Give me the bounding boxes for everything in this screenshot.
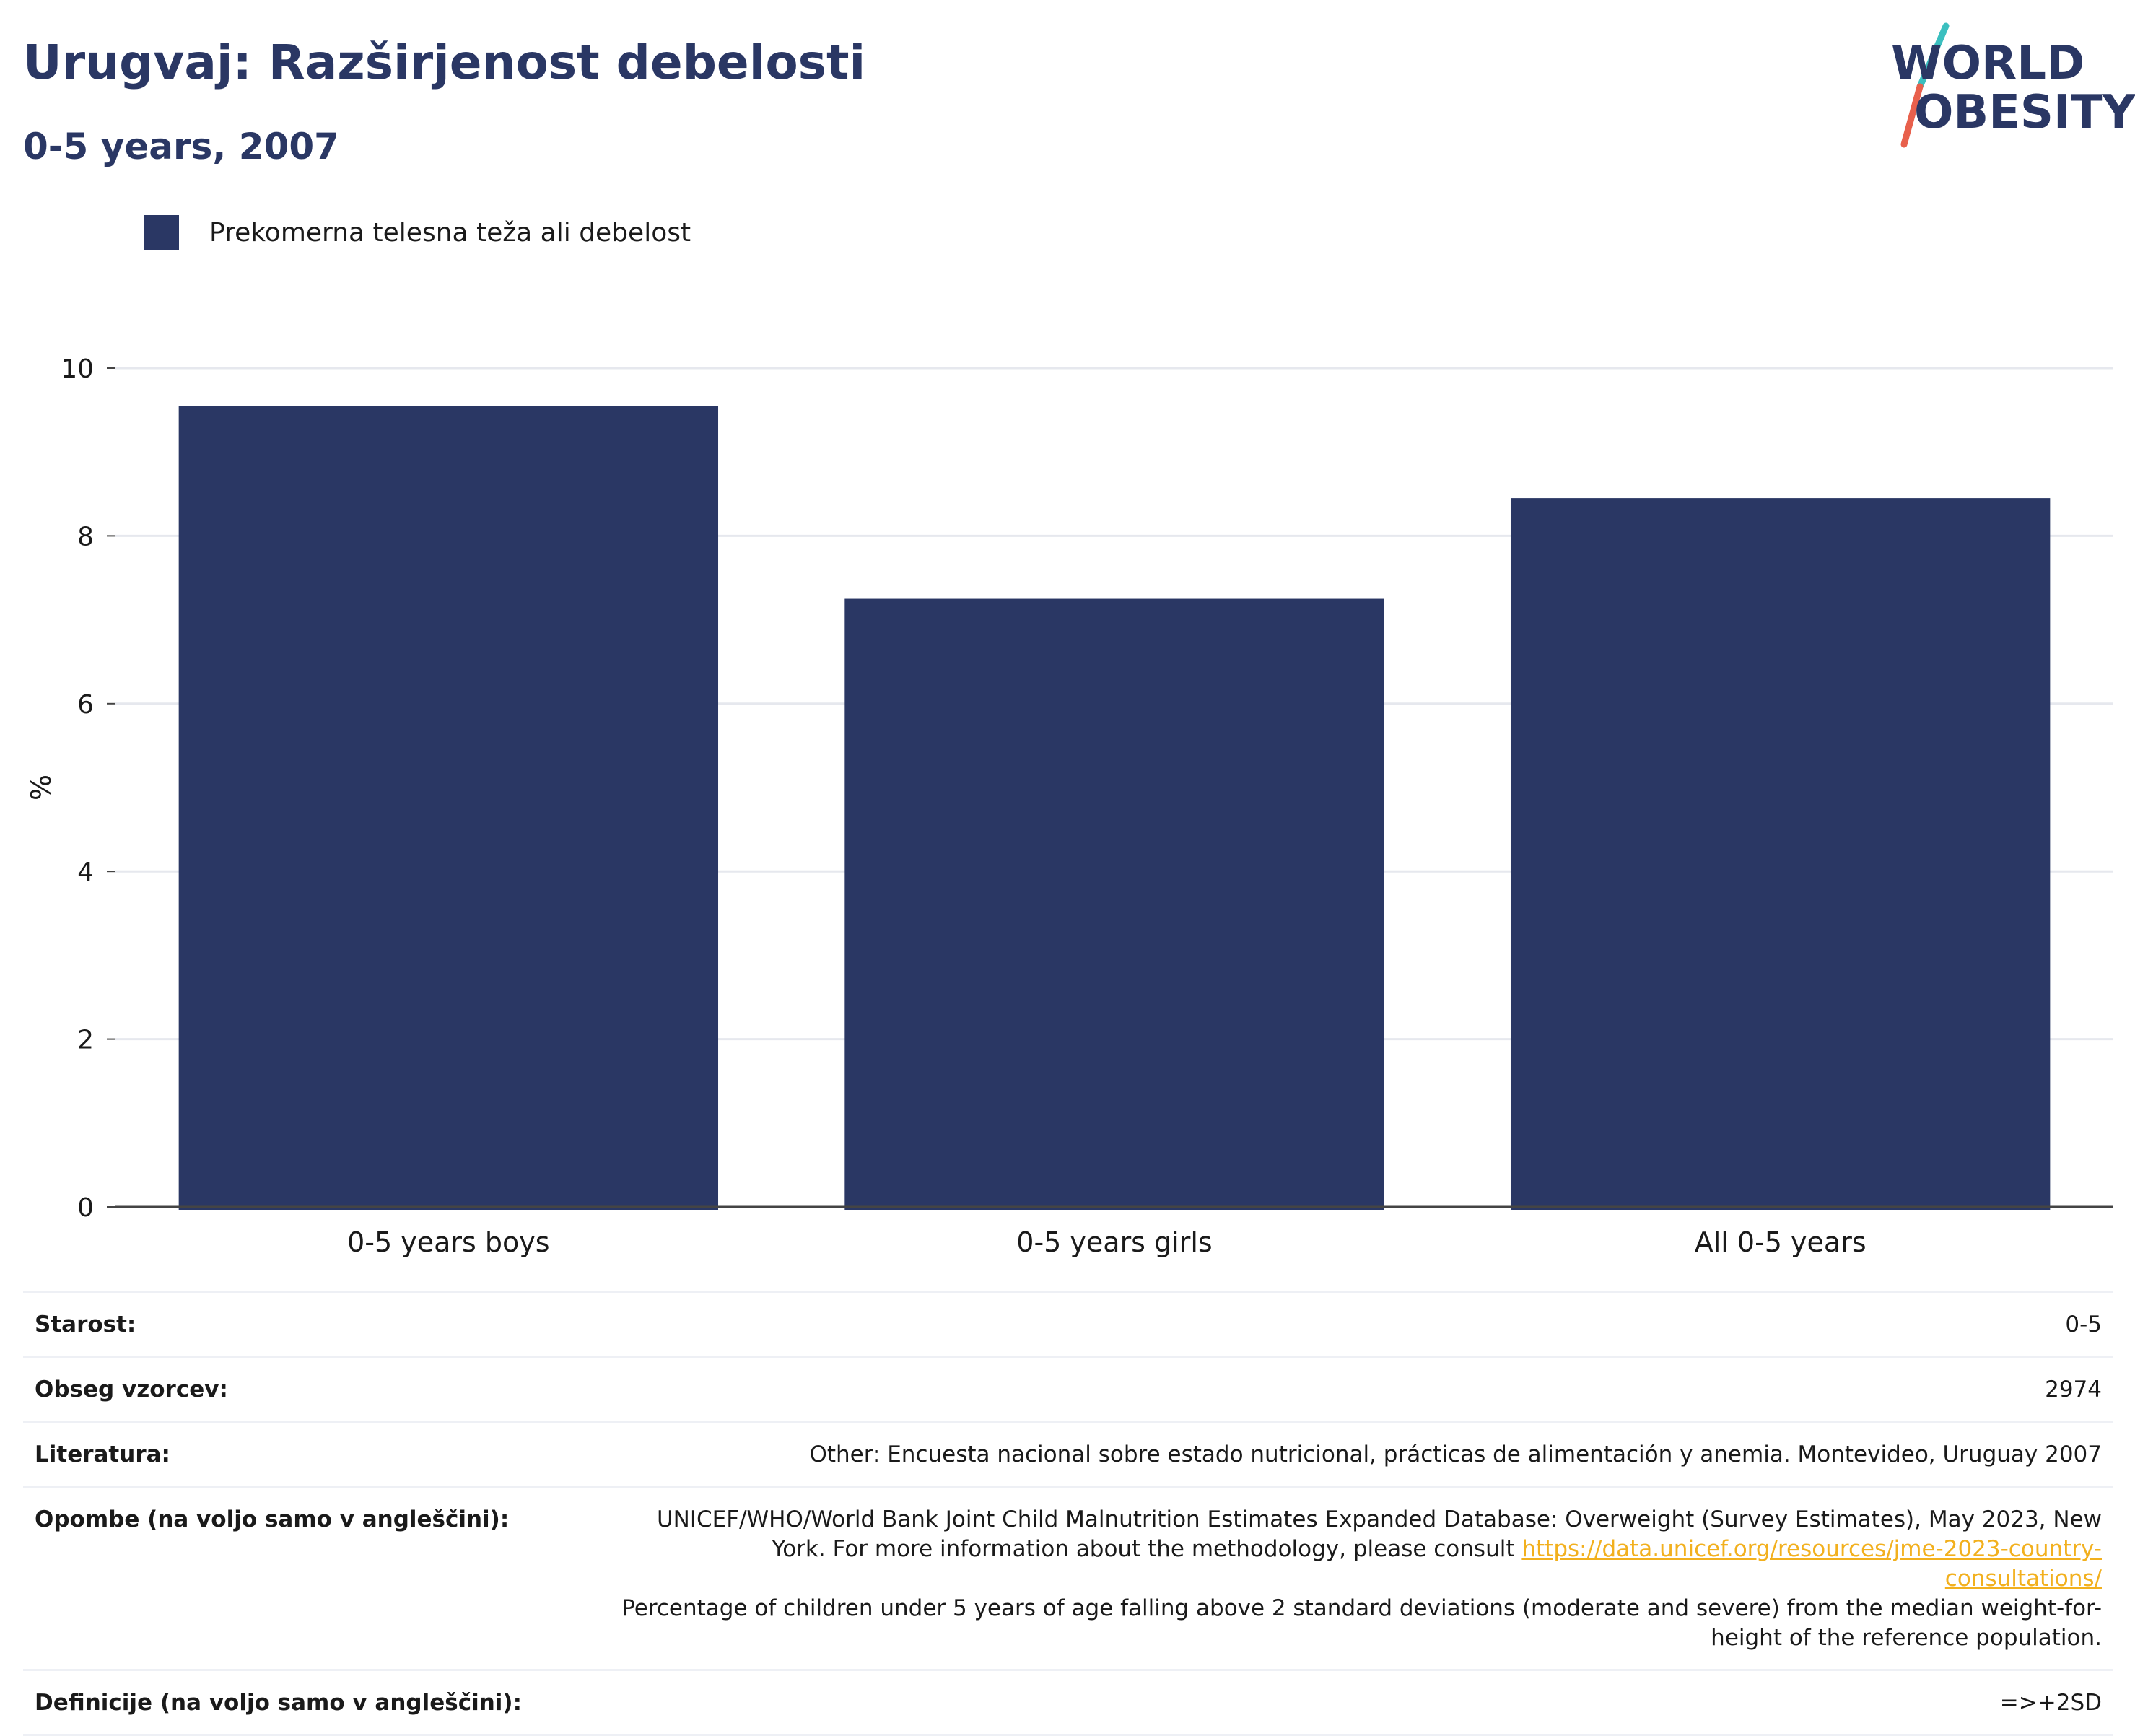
y-tick-label: 0 <box>77 1193 94 1223</box>
info-table: Starost: 0-5 Obseg vzorcev: 2974 Literat… <box>23 1291 2113 1736</box>
logo-word-obesity: OBESITY <box>1914 86 2135 139</box>
info-label: Opombe (na voljo samo v angleščini): <box>23 1486 609 1670</box>
chart-title: Urugvaj: Razširjenost debelosti <box>23 35 866 90</box>
legend-swatch <box>144 215 179 250</box>
info-label: Definicije (na voljo samo v angleščini): <box>23 1669 609 1736</box>
notes-definition-text: Percentage of children under 5 years of … <box>621 1595 2102 1651</box>
info-row-sample-size: Obseg vzorcev: 2974 <box>23 1356 2113 1422</box>
y-tick-label: 8 <box>77 522 94 551</box>
x-tick-label: 0-5 years girls <box>1016 1226 1212 1258</box>
info-label: Obseg vzorcev: <box>23 1356 609 1422</box>
info-label: Literatura: <box>23 1421 609 1487</box>
bar-chart: 0 2 4 6 8 10% 0-5 years boys 0-5 years girls All… <box>25 354 2113 1258</box>
info-label: Starost: <box>23 1291 609 1357</box>
notes-text: UNICEF/WHO/World Bank Joint Child Malnut… <box>656 1506 2102 1562</box>
y-tick-label: 2 <box>77 1026 94 1055</box>
bar <box>844 598 1384 1210</box>
y-tick-label: 4 <box>77 858 94 887</box>
info-value: 2974 <box>609 1356 2113 1422</box>
methodology-link[interactable]: https://data.unicef.org/resources/jme-20… <box>1521 1536 2102 1592</box>
logo-slash-icon <box>1900 22 1950 148</box>
y-tick-label: 6 <box>77 690 94 720</box>
chart-subtitle: 0-5 years, 2007 <box>23 126 339 167</box>
legend: Prekomerna telesna teža ali debelost <box>144 214 691 251</box>
info-value: 0-5 <box>609 1291 2113 1357</box>
info-notes-value: UNICEF/WHO/World Bank Joint Child Malnut… <box>609 1486 2113 1670</box>
info-row-literature: Literatura: Other: Encuesta nacional sob… <box>23 1421 2113 1487</box>
logo-word-world: WORLD <box>1891 37 2085 90</box>
bar <box>178 406 719 1210</box>
x-tick-label: 0-5 years boys <box>347 1226 549 1258</box>
y-tick-label: 10 <box>61 354 94 384</box>
info-value: Other: Encuesta nacional sobre estado nu… <box>609 1421 2113 1487</box>
x-tick-label: All 0-5 years <box>1695 1226 1867 1258</box>
info-row-age: Starost: 0-5 <box>23 1291 2113 1357</box>
bar <box>1510 498 2051 1210</box>
info-row-notes: Opombe (na voljo samo v angleščini): UNI… <box>23 1486 2113 1670</box>
legend-label: Prekomerna telesna teža ali debelost <box>209 217 691 248</box>
y-axis-label: % <box>25 775 57 801</box>
world-obesity-logo: WORLD OBESITY <box>1877 20 2135 157</box>
info-value: =>+2SD <box>609 1669 2113 1736</box>
info-row-definitions: Definicije (na voljo samo v angleščini):… <box>23 1669 2113 1736</box>
